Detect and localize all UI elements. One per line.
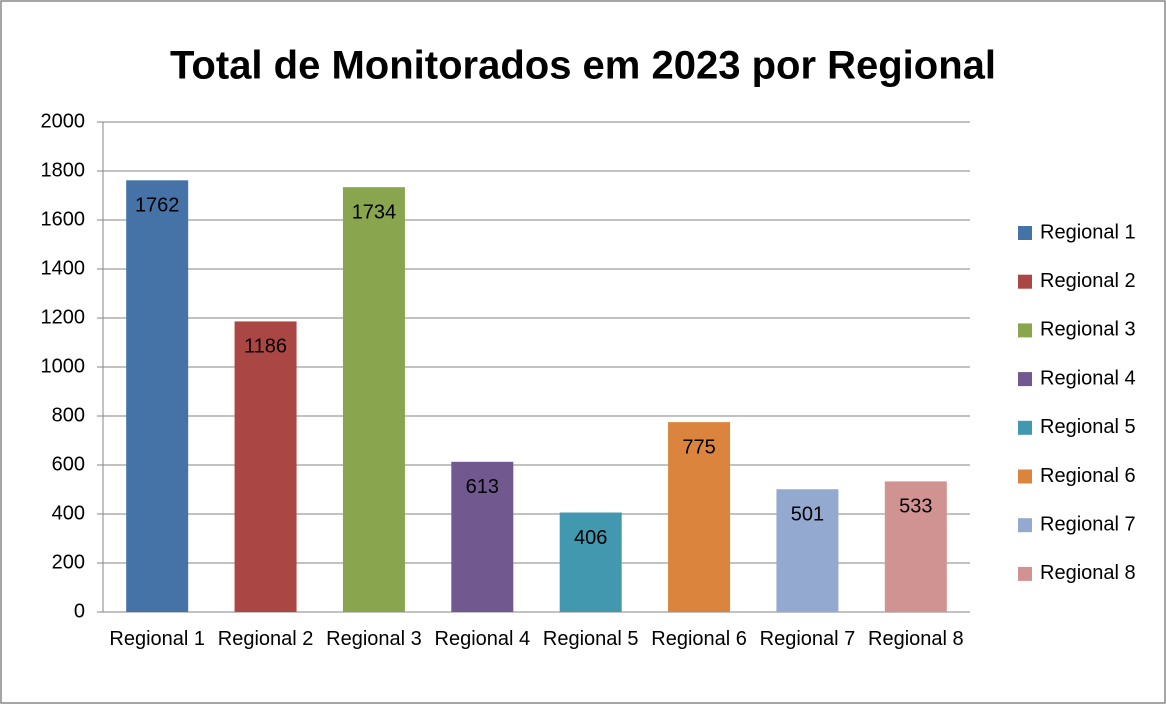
- x-tick-label: Regional 2: [217, 628, 314, 650]
- x-tick-label: Regional 4: [434, 628, 531, 650]
- y-tick-label: 0: [74, 600, 85, 622]
- legend-label: Regional 2: [1040, 270, 1136, 292]
- x-tick-label: Regional 7: [759, 628, 856, 650]
- bar: [776, 489, 839, 612]
- data-label: 533: [899, 496, 932, 518]
- data-label: 613: [466, 476, 499, 498]
- y-tick-label: 1400: [41, 257, 86, 279]
- x-tick-label: Regional 1: [109, 628, 205, 650]
- legend-label: Regional 7: [1040, 513, 1136, 535]
- x-tick-label: Regional 8: [868, 628, 964, 650]
- y-tick-label: 1000: [41, 355, 86, 377]
- legend-swatch: [1018, 420, 1032, 435]
- legend-label: Regional 8: [1040, 562, 1136, 584]
- legend-label: Regional 5: [1040, 416, 1136, 438]
- x-tick-label: Regional 6: [651, 628, 747, 650]
- legend-swatch: [1018, 566, 1032, 581]
- bar: [668, 422, 731, 612]
- legend-label: Regional 4: [1040, 367, 1136, 389]
- x-tick-label: Regional 5: [542, 628, 639, 650]
- legend-label: Regional 1: [1040, 221, 1136, 243]
- y-tick-label: 400: [52, 502, 85, 524]
- y-tick-label: 1600: [41, 208, 86, 230]
- data-label: 1762: [135, 195, 180, 217]
- bar: [451, 461, 514, 612]
- legend-swatch: [1018, 372, 1032, 387]
- y-tick-label: 1800: [41, 159, 86, 181]
- bar: [559, 512, 622, 612]
- bar: [342, 187, 405, 613]
- legend-label: Regional 6: [1040, 465, 1136, 487]
- bar: [884, 481, 947, 612]
- legend-swatch: [1018, 469, 1032, 484]
- bar: [126, 180, 189, 612]
- y-tick-label: 200: [52, 551, 85, 573]
- data-label: 775: [682, 436, 715, 458]
- legend-swatch: [1018, 323, 1032, 338]
- bar: [234, 321, 297, 612]
- legend-swatch: [1018, 518, 1032, 533]
- data-label: 501: [791, 504, 824, 526]
- legend-swatch: [1018, 226, 1032, 240]
- legend-label: Regional 3: [1040, 319, 1136, 341]
- data-label: 1734: [352, 201, 397, 223]
- data-label: 1186: [244, 336, 287, 358]
- legend-swatch: [1018, 274, 1032, 289]
- y-tick-label: 800: [52, 404, 85, 426]
- data-label: 406: [574, 527, 607, 549]
- y-tick-label: 2000: [41, 110, 86, 132]
- x-tick-label: Regional 3: [326, 628, 422, 650]
- y-tick-label: 1200: [41, 306, 86, 328]
- y-tick-label: 600: [52, 453, 85, 475]
- chart-title: Total de Monitorados em 2023 por Regiona…: [170, 44, 996, 88]
